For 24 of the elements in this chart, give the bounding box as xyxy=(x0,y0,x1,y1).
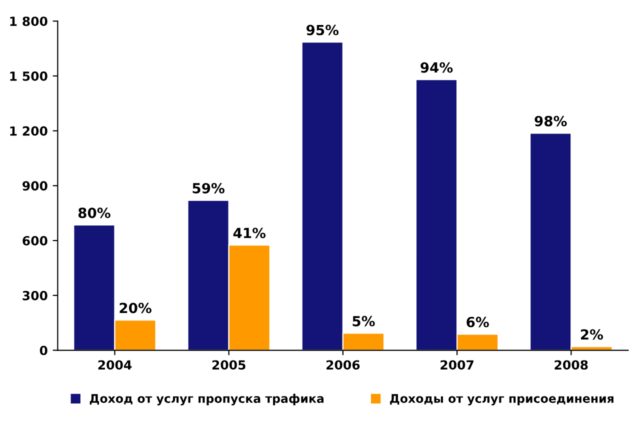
x-tick-label: 2008 xyxy=(554,360,588,370)
x-tick-label: 2006 xyxy=(326,360,360,370)
y-tick-label: 900 xyxy=(22,181,48,191)
legend-label: Доход от услуг пропуска трафика xyxy=(90,394,324,406)
annotation: 80% xyxy=(78,208,110,218)
annotation: 95% xyxy=(306,24,339,36)
annotation: 20% xyxy=(120,302,152,314)
annotation: 94% xyxy=(420,62,453,73)
legend-label: Доходы от услуг присоединения xyxy=(390,394,614,406)
annotation: 2% xyxy=(580,329,604,340)
x-tick-label: 2005 xyxy=(212,360,246,370)
y-tick-label: 1 200 xyxy=(10,126,48,136)
y-tick-label: 0 xyxy=(40,346,48,356)
annotation: 6% xyxy=(466,316,489,328)
y-tick-label: 300 xyxy=(22,290,48,300)
y-tick-label: 1 500 xyxy=(10,71,48,81)
annotation: 98% xyxy=(534,116,567,126)
annotation: 5% xyxy=(352,316,375,326)
y-tick-label: 600 xyxy=(22,236,48,246)
x-tick-label: 2007 xyxy=(440,360,474,370)
y-tick-label: 1 800 xyxy=(10,16,48,26)
x-tick-label: 2004 xyxy=(98,360,132,370)
annotation: 41% xyxy=(233,228,266,238)
annotation: 59% xyxy=(192,182,224,194)
